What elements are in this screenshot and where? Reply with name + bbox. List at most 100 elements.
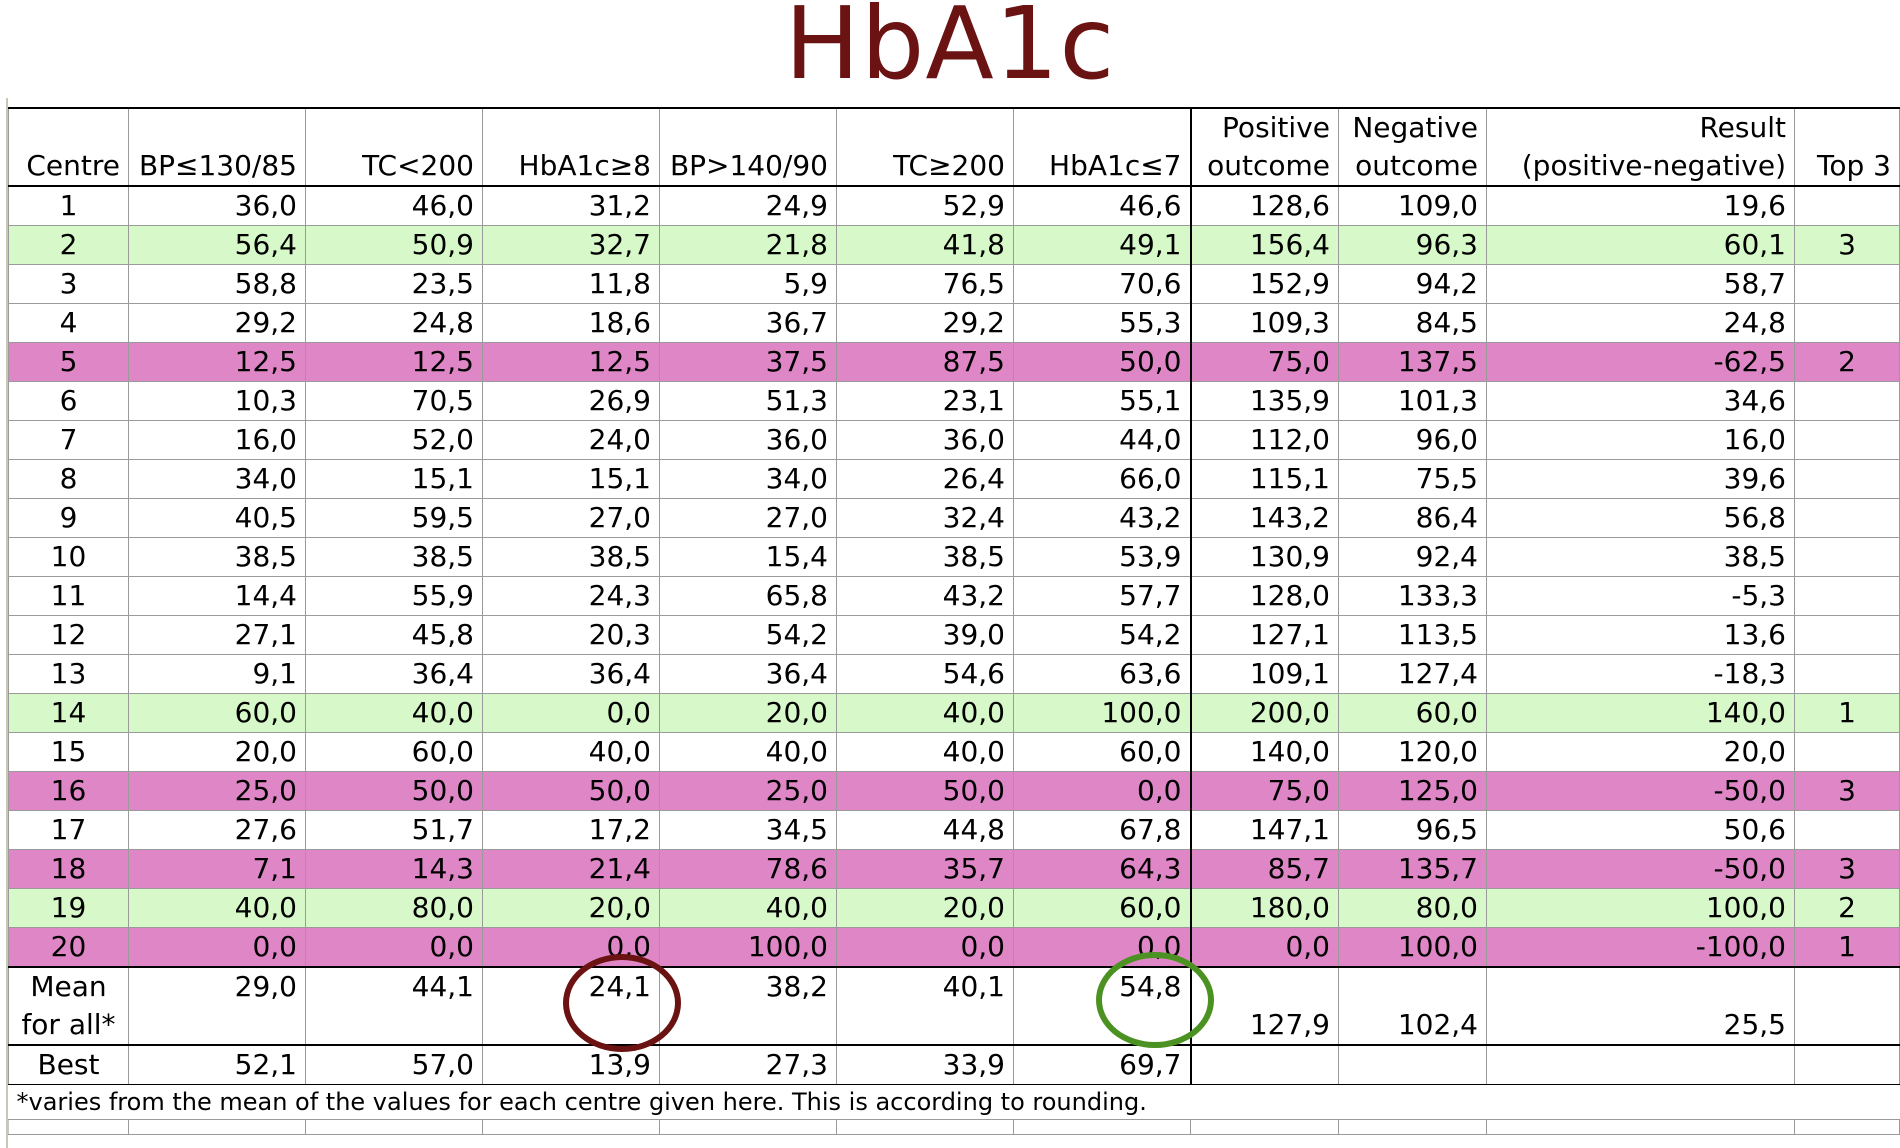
mean-hba1c-high: 24,1 <box>482 966 660 1046</box>
cell-hba1c-high: 17,2 <box>482 810 660 850</box>
cell-positive: 156,4 <box>1190 225 1339 265</box>
cell-hba1c-high: 31,2 <box>482 185 660 226</box>
cell-result: 100,0 <box>1486 888 1795 928</box>
cell-tc-high: 38,5 <box>836 537 1014 577</box>
mean-bp-low: 29,0 <box>128 966 306 1046</box>
cell-tc-high: 43,2 <box>836 576 1014 616</box>
cell-result: -100,0 <box>1486 927 1795 968</box>
cell-centre: 3 <box>8 264 129 304</box>
cell-hba1c-high: 40,0 <box>482 732 660 772</box>
empty-row <box>8 1119 1900 1135</box>
cell-hba1c-high: 20,0 <box>482 888 660 928</box>
cell-tc-low: 15,1 <box>305 459 483 499</box>
cell-negative: 135,7 <box>1338 849 1487 889</box>
table-row: 7 16,0 52,0 24,0 36,0 36,0 44,0 112,0 96,0 16,0 <box>8 420 1900 460</box>
header-negative-line1: Negative <box>1352 111 1478 144</box>
header-centre: Centre <box>8 107 129 187</box>
cell-result: 39,6 <box>1486 459 1795 499</box>
cell-hba1c-low: 0,0 <box>1013 771 1192 811</box>
cell-positive: 135,9 <box>1190 381 1339 421</box>
footnote: *varies from the mean of the values for … <box>8 1084 1900 1120</box>
cell-hba1c-high: 27,0 <box>482 498 660 538</box>
cell-hba1c-low: 54,2 <box>1013 615 1192 655</box>
cell-tc-low: 51,7 <box>305 810 483 850</box>
best-row: Best 52,1 57,0 13,9 27,3 33,9 69,7 <box>8 1044 1900 1085</box>
cell-top3 <box>1794 303 1900 343</box>
cell-hba1c-low: 100,0 <box>1013 693 1192 733</box>
best-bp-low: 52,1 <box>128 1044 306 1085</box>
cell-top3: 3 <box>1794 771 1900 811</box>
cell-top3 <box>1794 420 1900 460</box>
header-positive-line2: outcome <box>1207 149 1330 182</box>
cell-hba1c-high: 0,0 <box>482 927 660 968</box>
cell-positive: 75,0 <box>1190 771 1339 811</box>
cell-centre: 19 <box>8 888 129 928</box>
mean-tc-high: 40,1 <box>836 966 1014 1046</box>
cell-bp-high: 21,8 <box>659 225 837 265</box>
cell-centre: 7 <box>8 420 129 460</box>
cell-centre: 8 <box>8 459 129 499</box>
cell-bp-high: 51,3 <box>659 381 837 421</box>
best-hba1c-high: 13,9 <box>482 1044 660 1085</box>
cell-result: -18,3 <box>1486 654 1795 694</box>
cell-top3 <box>1794 732 1900 772</box>
table-row: 1 36,0 46,0 31,2 24,9 52,9 46,6 128,6 109,0 19,6 <box>8 185 1900 226</box>
cell-top3 <box>1794 498 1900 538</box>
cell-hba1c-low: 60,0 <box>1013 888 1192 928</box>
cell-result: -62,5 <box>1486 342 1795 382</box>
cell-negative: 113,5 <box>1338 615 1487 655</box>
cell-result: -50,0 <box>1486 849 1795 889</box>
cell-top3: 3 <box>1794 849 1900 889</box>
page-title: HbA1c <box>784 0 1116 102</box>
header-positive-outcome: Positive outcome <box>1190 107 1339 187</box>
mean-label: Mean for all* <box>8 966 129 1046</box>
cell-positive: 0,0 <box>1190 927 1339 968</box>
cell-hba1c-high: 11,8 <box>482 264 660 304</box>
cell-positive: 147,1 <box>1190 810 1339 850</box>
cell-tc-high: 0,0 <box>836 927 1014 968</box>
cell-positive: 112,0 <box>1190 420 1339 460</box>
cell-tc-high: 35,7 <box>836 849 1014 889</box>
cell-tc-high: 39,0 <box>836 615 1014 655</box>
cell-tc-low: 46,0 <box>305 185 483 226</box>
cell-hba1c-low: 49,1 <box>1013 225 1192 265</box>
cell-centre: 2 <box>8 225 129 265</box>
cell-negative: 127,4 <box>1338 654 1487 694</box>
cell-bp-high: 36,4 <box>659 654 837 694</box>
cell-negative: 86,4 <box>1338 498 1487 538</box>
table-row: 20 0,0 0,0 0,0 100,0 0,0 0,0 0,0 100,0 -100,0 1 <box>8 927 1900 968</box>
mean-row: Mean for all* 29,0 44,1 24,1 38,2 40,1 54,8 127,… <box>8 966 1900 1046</box>
mean-bp-high: 38,2 <box>659 966 837 1046</box>
cell-bp-low: 27,1 <box>128 615 306 655</box>
cell-positive: 180,0 <box>1190 888 1339 928</box>
cell-centre: 20 <box>8 927 129 968</box>
cell-bp-high: 34,0 <box>659 459 837 499</box>
cell-positive: 140,0 <box>1190 732 1339 772</box>
cell-bp-low: 56,4 <box>128 225 306 265</box>
empty-cell <box>1190 1119 1339 1135</box>
best-empty <box>1338 1044 1487 1085</box>
cell-tc-high: 50,0 <box>836 771 1014 811</box>
cell-centre: 1 <box>8 185 129 226</box>
cell-centre: 5 <box>8 342 129 382</box>
cell-hba1c-high: 36,4 <box>482 654 660 694</box>
cell-tc-high: 32,4 <box>836 498 1014 538</box>
cell-top3: 1 <box>1794 693 1900 733</box>
cell-hba1c-high: 32,7 <box>482 225 660 265</box>
table-row: 6 10,3 70,5 26,9 51,3 23,1 55,1 135,9 101,3 34,6 <box>8 381 1900 421</box>
cell-top3 <box>1794 576 1900 616</box>
best-empty <box>1486 1044 1795 1085</box>
cell-hba1c-low: 55,1 <box>1013 381 1192 421</box>
header-bp-high: BP>140/90 <box>659 107 837 187</box>
table-row: 10 38,5 38,5 38,5 15,4 38,5 53,9 130,9 92,4 38,5 <box>8 537 1900 577</box>
cell-bp-high: 15,4 <box>659 537 837 577</box>
cell-tc-low: 45,8 <box>305 615 483 655</box>
cell-bp-high: 37,5 <box>659 342 837 382</box>
cell-tc-high: 40,0 <box>836 732 1014 772</box>
cell-tc-high: 44,8 <box>836 810 1014 850</box>
cell-top3: 2 <box>1794 888 1900 928</box>
cell-hba1c-low: 64,3 <box>1013 849 1192 889</box>
mean-negative: 102,4 <box>1338 966 1487 1046</box>
cell-negative: 92,4 <box>1338 537 1487 577</box>
cell-tc-low: 50,0 <box>305 771 483 811</box>
